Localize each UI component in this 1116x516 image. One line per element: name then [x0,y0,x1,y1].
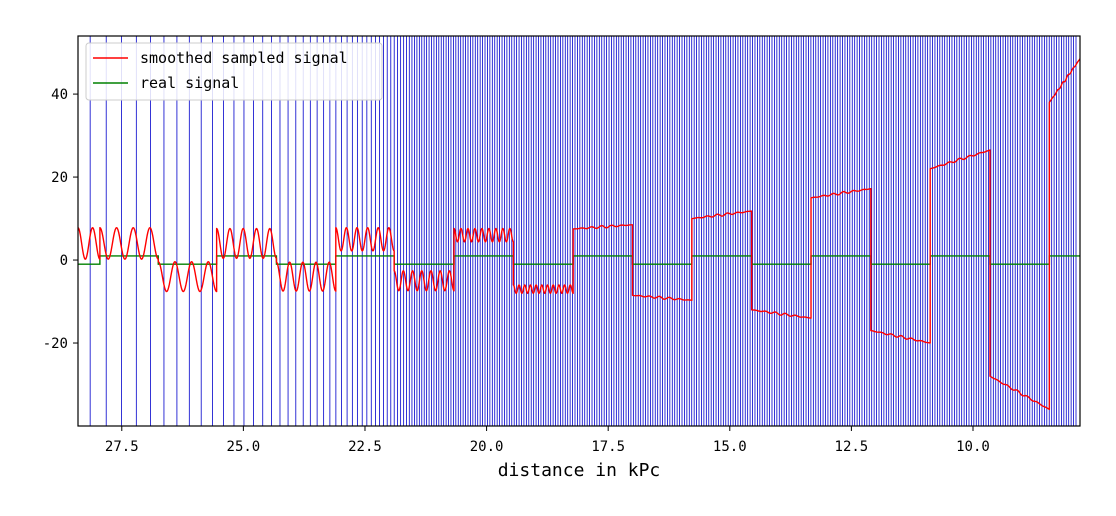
x-axis-label: distance in kPc [498,460,661,481]
x-tick-label: 15.0 [713,439,747,455]
y-tick-label: -20 [43,336,68,352]
legend-box [85,42,383,101]
x-axis-ticks: 27.5 25.0 22.5 20.0 17.5 15.0 12.5 10.0 [105,426,990,455]
x-tick-label: 17.5 [591,439,625,455]
y-tick-label: 40 [51,87,68,103]
x-tick-label: 12.5 [835,439,869,455]
x-tick-label: 22.5 [348,439,382,455]
legend-label-smoothed: smoothed sampled signal [140,49,348,67]
x-tick-label: 27.5 [105,439,139,455]
smoothed-signal-series [78,58,1080,411]
x-tick-label: 25.0 [227,439,261,455]
y-axis-ticks: 40 20 0 -20 [43,87,78,352]
smoothed-signal-line [78,58,1080,411]
y-tick-label: 20 [51,170,68,186]
y-tick-label: 0 [60,253,68,269]
legend-label-real: real signal [140,74,239,92]
plot-frame [77,35,1081,427]
x-tick-label: 10.0 [956,439,990,455]
legend: smoothed sampled signal real signal [85,42,383,101]
x-tick-label: 20.0 [470,439,504,455]
